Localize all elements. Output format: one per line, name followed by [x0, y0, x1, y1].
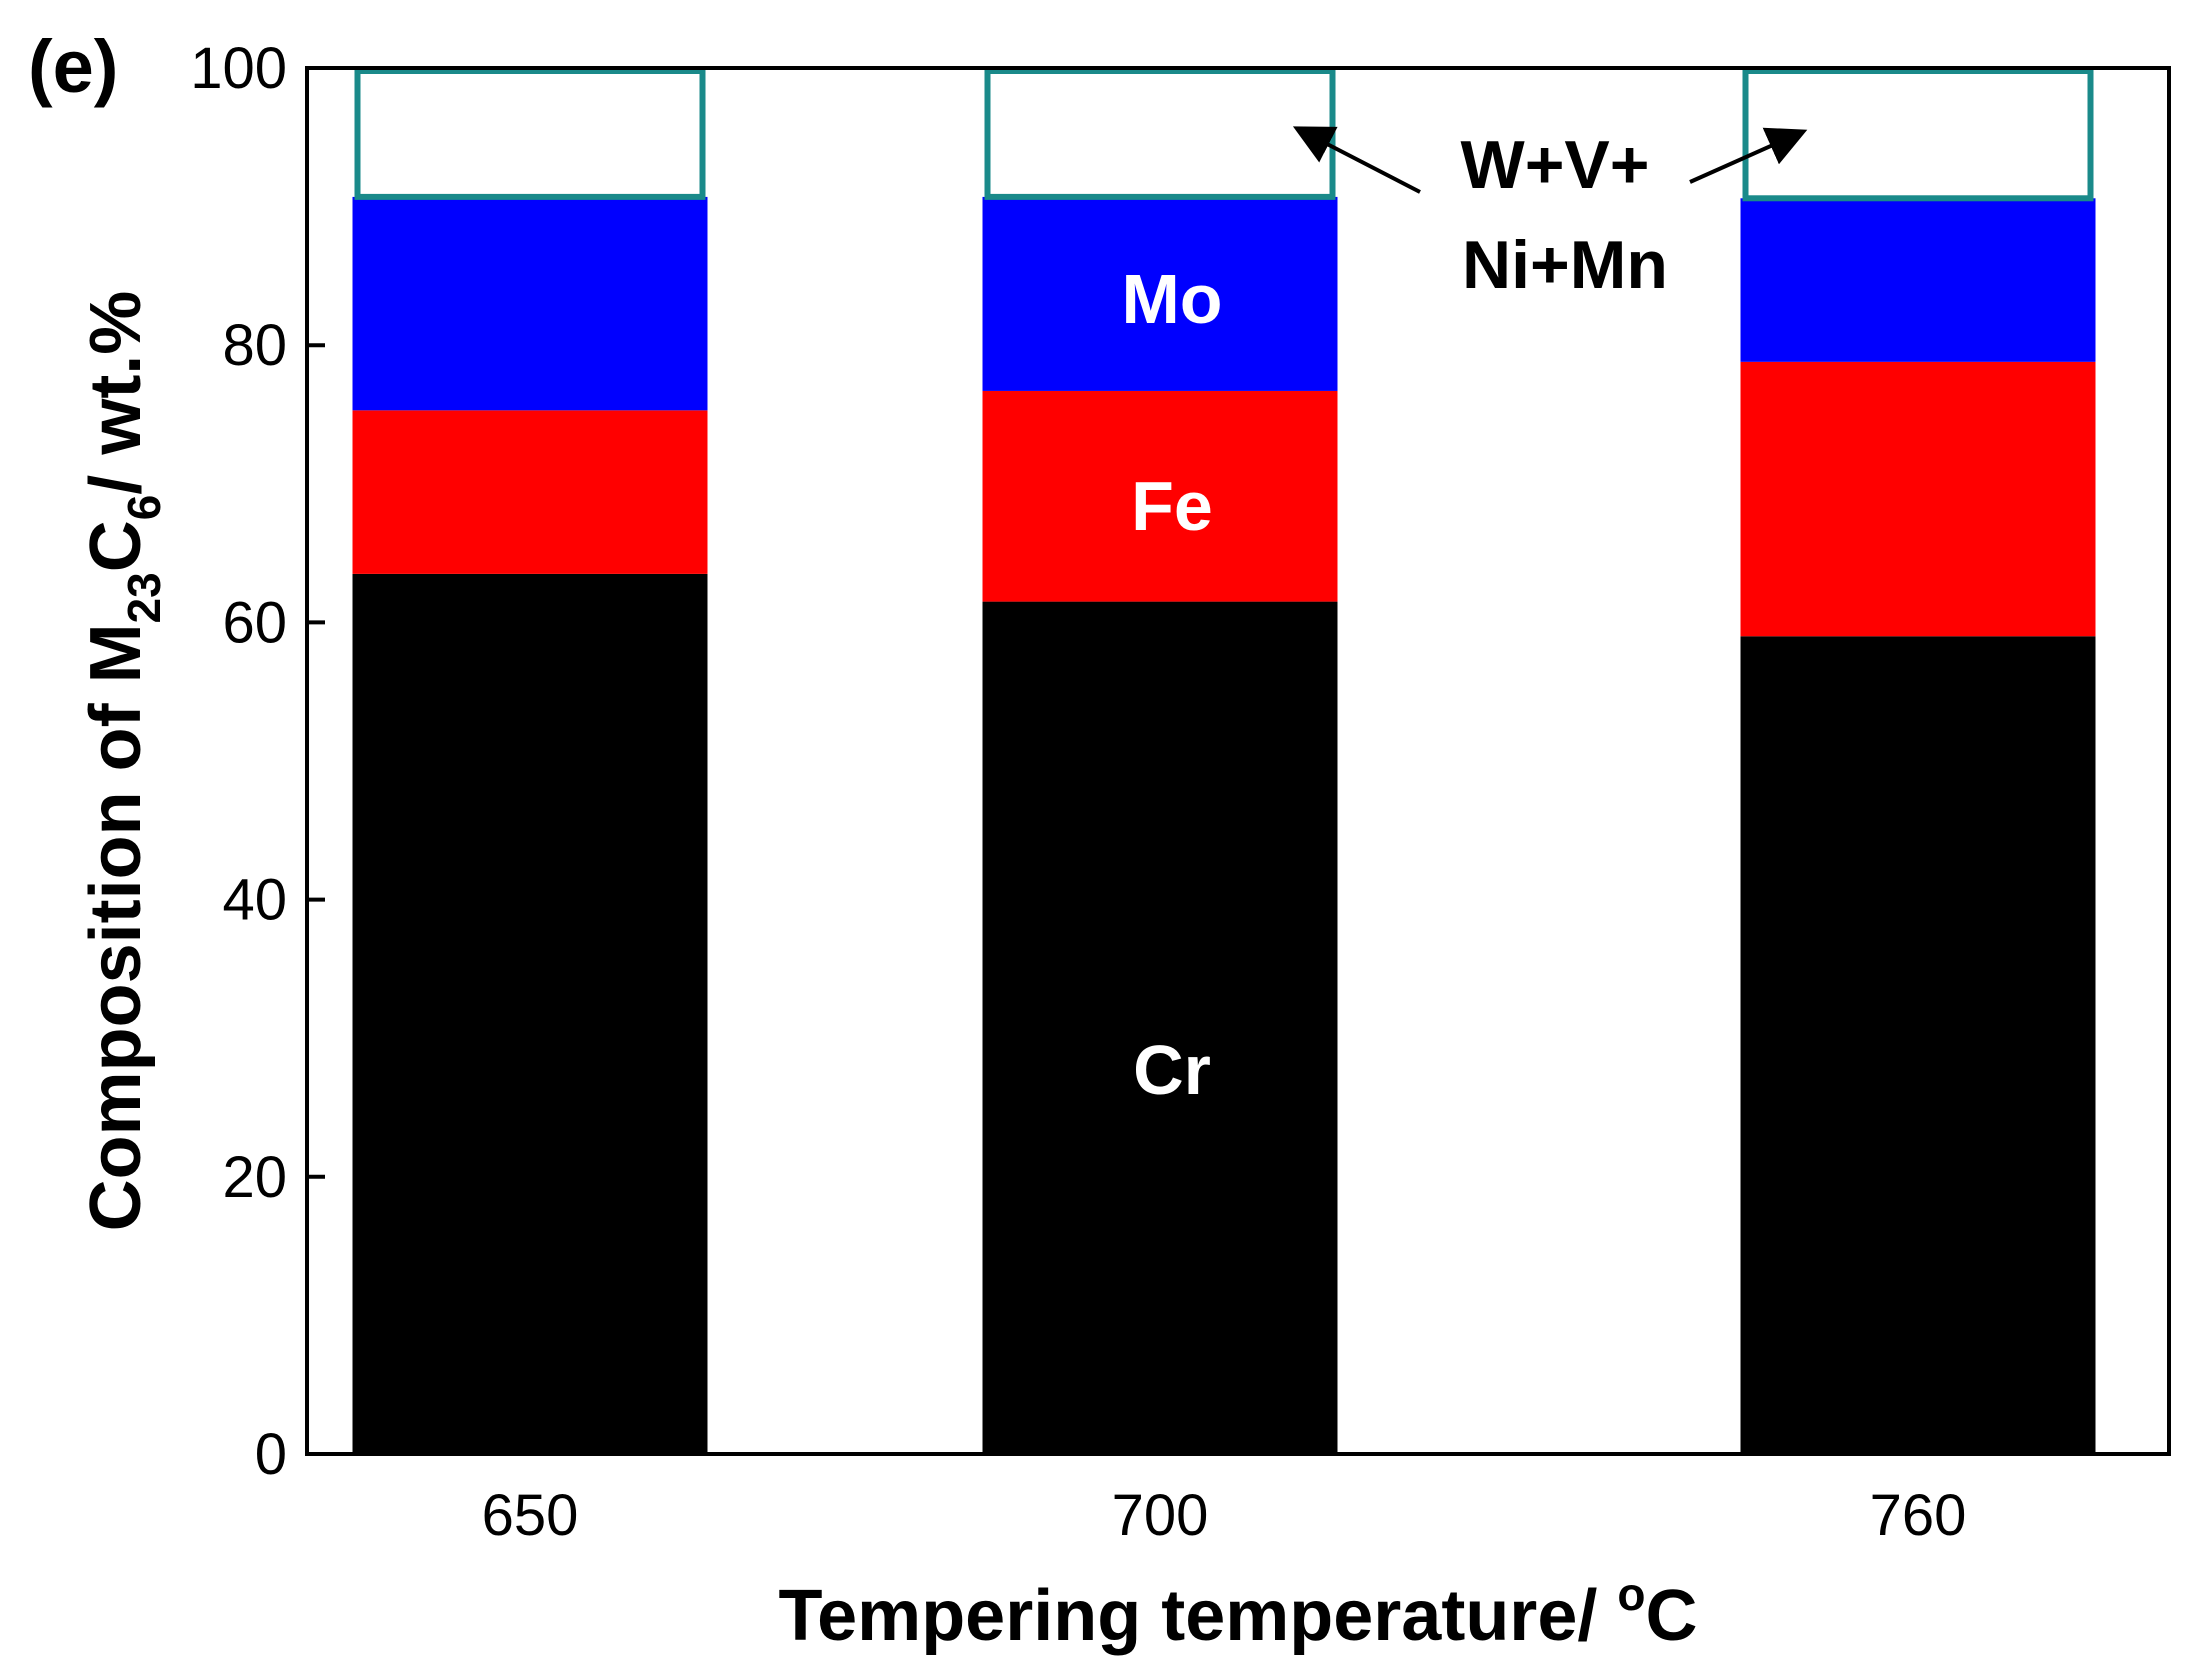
bar-cr-650	[352, 573, 708, 1454]
y-tick-label: 0	[255, 1422, 287, 1487]
label-cr: Cr	[1133, 1031, 1211, 1109]
label-mo: Mo	[1121, 260, 1222, 338]
annotation-line2: Ni+Mn	[1462, 227, 1668, 303]
annotation-arrow-left	[1292, 126, 1421, 194]
y-tick-label: 100	[190, 36, 287, 101]
y-tick-label: 40	[222, 868, 287, 933]
bar-mo-700	[982, 196, 1338, 391]
bar-cr-700	[982, 601, 1338, 1454]
x-tick-label: 650	[482, 1483, 579, 1548]
label-fe: Fe	[1131, 467, 1213, 545]
bar-fe-760	[1740, 361, 2096, 637]
bar-fe-650	[352, 410, 708, 574]
x-tick-label: 700	[1112, 1483, 1209, 1548]
annotation-line1: W+V+	[1461, 127, 1650, 203]
y-axis: 0 20 40 60 80 100	[190, 36, 325, 1487]
plot-frame	[305, 66, 2171, 1456]
bar-fe-700	[982, 390, 1338, 602]
bar-mo-760	[1740, 198, 2096, 362]
bar-w-v-ni-mn-650	[354, 68, 706, 200]
annotation-arrow-right	[1689, 127, 1808, 184]
y-tick-label: 60	[222, 590, 287, 655]
y-tick-label: 80	[222, 313, 287, 378]
bar-cr-760	[1740, 636, 2096, 1454]
x-axis-title: Tempering temperature/ oC	[779, 1568, 1698, 1656]
y-axis-title: Composition of M23C6/ wt.%	[76, 291, 170, 1232]
x-tick-label: 760	[1870, 1483, 1967, 1548]
y-tick-label: 20	[222, 1145, 287, 1210]
bar-w-v-ni-mn-700	[984, 68, 1336, 200]
bar-mo-650	[352, 196, 708, 411]
bars	[352, 68, 2096, 1454]
panel-label: (e)	[28, 25, 118, 108]
x-axis: 650 700 760	[482, 1436, 1967, 1548]
